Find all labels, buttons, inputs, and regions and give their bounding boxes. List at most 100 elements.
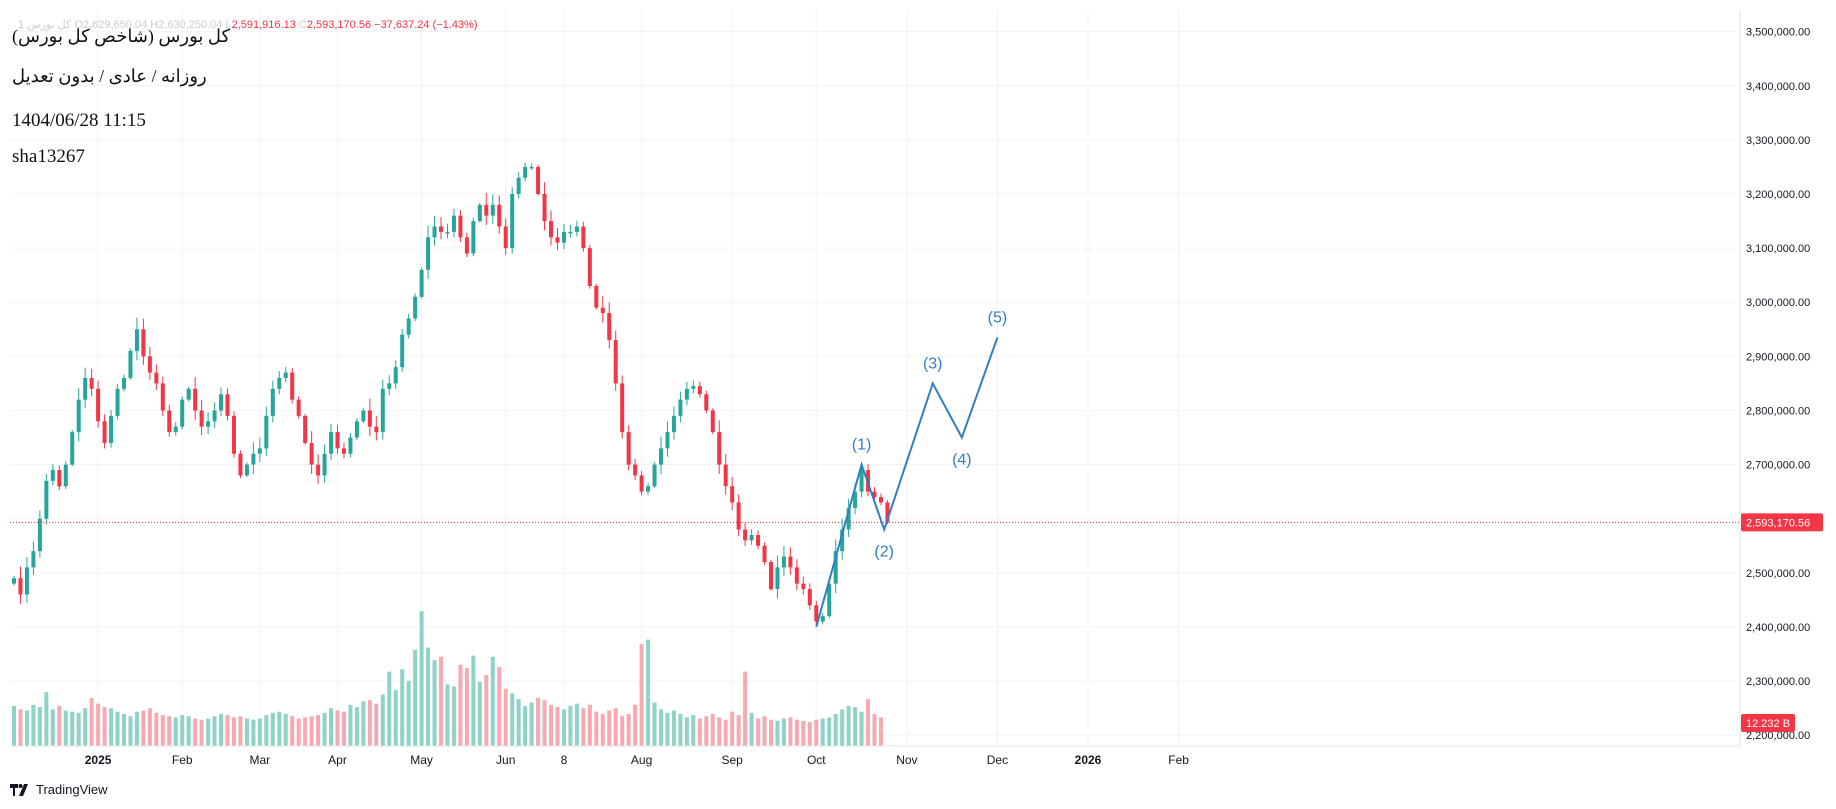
candle-body [121,378,126,389]
volume-bar [270,712,275,746]
volume-bar [840,709,845,746]
low-label: L [225,19,232,31]
x-axis-tick-label: Sep [721,753,743,767]
candle-body [510,194,515,249]
volume-bar [490,656,495,746]
candle-body [820,616,825,622]
tradingview-branding[interactable]: TradingView [10,782,108,797]
volume-bar [367,700,372,746]
candle-body [24,567,29,595]
candle-body [626,432,631,465]
chart-subtitle: روزانه / عادی / بدون تعدیل [12,66,207,86]
candle-body [354,421,359,438]
x-axis-tick-label: May [410,753,433,767]
volume-bars [11,610,883,746]
candle-body [393,367,398,384]
candle-body [736,502,741,530]
candle-body [322,453,327,476]
candle-body [439,226,444,232]
candle-body [11,578,17,584]
volume-bar [445,684,450,746]
candle-body [781,556,786,568]
elliott-wave-drawing[interactable]: (1) (2) (3) (4) (5) [815,309,1007,628]
volume-bar [775,720,780,746]
volume-bar [374,703,379,746]
candle-body [620,383,625,433]
volume-bar [31,704,36,746]
candle-body [749,534,754,541]
volume-bar [199,719,204,746]
candle-body [186,388,191,400]
candle-body [801,583,806,590]
volume-bar [426,647,431,746]
x-axis-tick-label: Nov [896,753,917,767]
candle-body [335,432,340,449]
volume-bar [568,705,573,746]
candle-body [568,231,573,234]
candle-body [794,567,799,584]
candle-body [607,313,612,341]
tradingview-brand-text: TradingView [36,782,108,797]
volume-bar [684,717,689,746]
y-axis-tick-label: 2,700,000.00 [1746,460,1810,472]
volume-bar [128,716,133,746]
x-axis-tick-label: Feb [172,753,193,767]
candle-body [231,415,236,454]
volume-bar [296,718,301,746]
candle-body [180,399,185,427]
candle-body [503,226,508,249]
candle-body [257,448,262,454]
current-volume-label: 12.232 B [1746,718,1790,730]
volume-bar [439,656,444,746]
candle-body [400,334,405,368]
x-axis-tick-label: 8 [561,753,568,767]
y-axis-tick-label: 2,500,000.00 [1746,568,1810,580]
candle-body [83,378,88,400]
candle-body [549,221,554,238]
volume-bar [167,716,172,746]
volume-bar [561,709,566,746]
volume-bar [193,718,198,746]
volume-bar [24,710,29,746]
candle-body [581,226,586,249]
volume-bar [212,716,217,746]
candle-body [70,432,75,465]
y-axis-tick-label: 3,400,000.00 [1746,81,1810,93]
candle-body [128,350,133,378]
chart-author: sha13267 [12,146,85,167]
current-volume-badge: 12.232 B [1741,714,1795,732]
candle-body [380,388,385,433]
candle-body [529,166,534,169]
candle-body [44,480,49,519]
volume-bar [115,711,120,746]
candle-body [199,410,204,427]
candle-body [827,583,832,617]
candle-body [277,378,282,389]
candle-body [290,372,295,400]
volume-bar [413,649,418,746]
candle-body [134,329,139,351]
candle-body [31,551,36,568]
volume-bar [807,721,812,746]
volume-bar [251,719,256,746]
candle-body [665,432,670,449]
candle-body [555,237,560,243]
volume-bar [96,703,101,746]
candle-body [710,410,715,433]
candle-body [490,204,495,216]
volume-bar [102,707,107,746]
candle-body [426,237,431,270]
candle-body [561,231,566,243]
candle-body [406,318,411,335]
volume-bar [736,715,741,746]
y-axis-tick-label: 2,900,000.00 [1746,351,1810,363]
volume-bar [788,717,793,746]
volume-bar [613,708,618,746]
candle-body [684,388,689,400]
volume-bar [652,702,657,746]
candle-body [63,464,68,487]
volume-bar [762,716,767,746]
candle-body [283,372,288,378]
volume-bar [853,707,858,746]
